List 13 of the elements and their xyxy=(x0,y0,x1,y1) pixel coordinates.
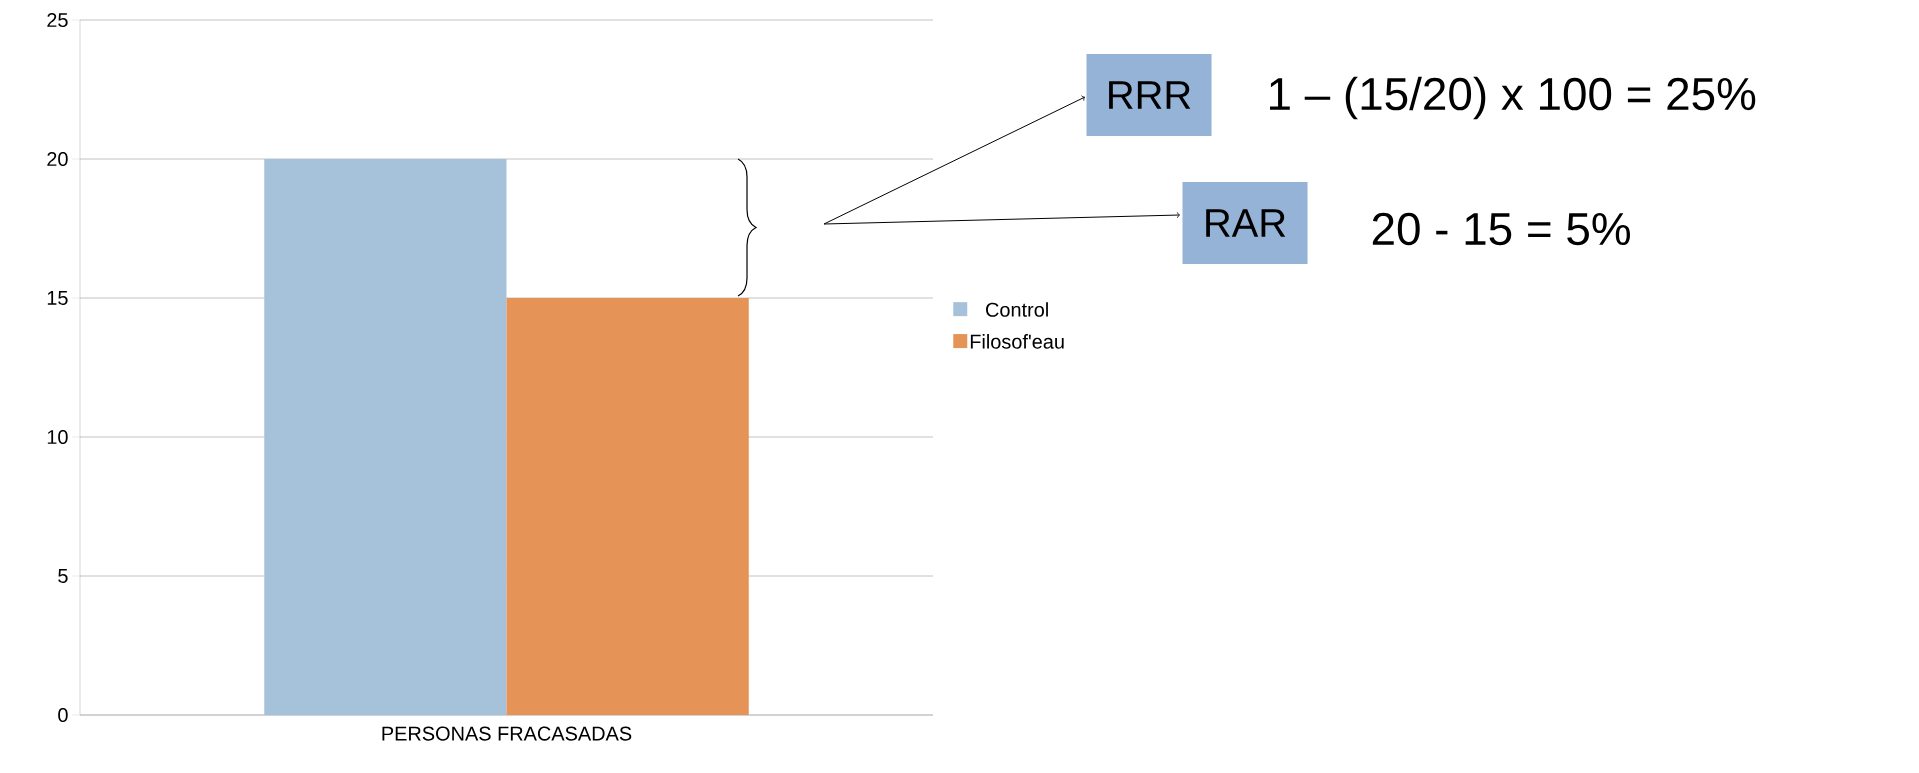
y-tick-label: 10 xyxy=(47,429,68,445)
text: RAR xyxy=(1206,209,1286,237)
y-tick-label: 20 xyxy=(47,151,68,167)
x-tick-label: PERSONAS FRACASADAS xyxy=(382,726,632,741)
y-tick-label: 0 xyxy=(58,707,68,723)
y-tick-label: 15 xyxy=(47,291,68,305)
text: RRR xyxy=(1109,81,1191,109)
text: 20 - 15 = 5% xyxy=(1372,212,1630,246)
legend-label: Control xyxy=(986,302,1048,317)
text: 1 – (15/20) x 100 = 25% xyxy=(1270,76,1756,120)
y-tick-label: 25 xyxy=(47,12,68,28)
y-tick-label: 5 xyxy=(58,569,68,583)
legend-label: Filosof'eau xyxy=(970,334,1064,349)
